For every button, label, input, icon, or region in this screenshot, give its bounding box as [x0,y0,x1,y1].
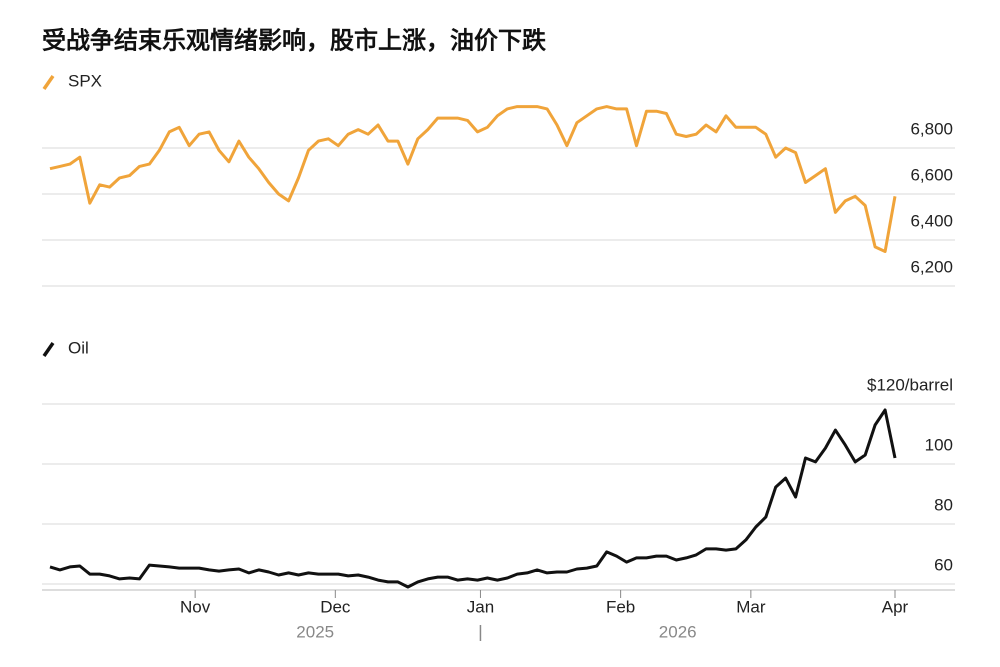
y-tick-label: 80 [934,495,953,514]
x-tick-label: Jan [467,597,494,616]
y-tick-label: 6,400 [910,211,953,230]
x-tick-label: Mar [736,597,766,616]
y-tick-label: $120/barrel [867,375,953,394]
x-tick-label: Apr [882,597,909,616]
year-label: 2025 [296,622,334,641]
y-tick-label: 6,600 [910,165,953,184]
x-tick-label: Feb [606,597,635,616]
legend-swatch [42,342,55,357]
legend-label: Oil [68,338,89,357]
line-series [49,105,897,253]
y-tick-label: 100 [925,435,953,454]
y-tick-label: 6,800 [910,119,953,138]
x-tick-label: Dec [320,597,351,616]
legend-swatch [42,75,55,90]
year-label: 2026 [659,622,697,641]
line-series [49,408,897,589]
y-tick-label: 60 [934,555,953,574]
y-tick-label: 6,200 [910,257,953,276]
legend-label: SPX [68,71,102,90]
chart-title: 受战争结束乐观情绪影响，股市上涨，油价下跌 [42,26,547,54]
x-tick-label: Nov [180,597,211,616]
